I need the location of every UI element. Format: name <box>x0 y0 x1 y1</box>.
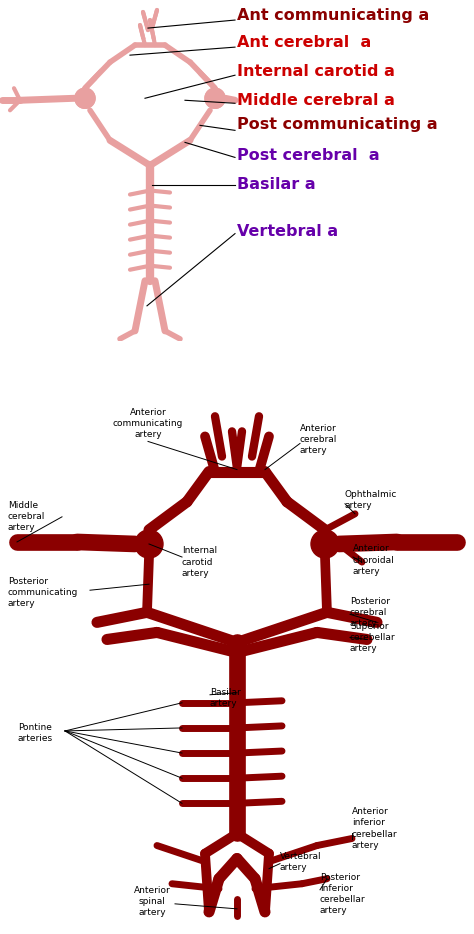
Circle shape <box>205 88 225 108</box>
Text: Superior
cerebellar
artery: Superior cerebellar artery <box>350 622 396 653</box>
Text: Basilar
artery: Basilar artery <box>210 687 241 708</box>
Text: Post communicating a: Post communicating a <box>237 117 438 132</box>
Circle shape <box>75 88 95 108</box>
Text: Posterior
cerebral
artery: Posterior cerebral artery <box>350 597 390 628</box>
Circle shape <box>135 530 163 558</box>
Text: Anterior
cerebral
artery: Anterior cerebral artery <box>300 424 337 455</box>
Text: Anterior
spinal
artery: Anterior spinal artery <box>134 886 170 917</box>
Text: Anterior
inferior
cerebellar
artery: Anterior inferior cerebellar artery <box>352 807 398 850</box>
Text: Anterior
communicating
artery: Anterior communicating artery <box>113 408 183 439</box>
Text: Post cerebral  a: Post cerebral a <box>237 148 380 163</box>
Text: Basilar a: Basilar a <box>237 177 316 191</box>
Text: Posterior
inferior
cerebellar
artery: Posterior inferior cerebellar artery <box>320 872 365 915</box>
Text: Middle
cerebral
artery: Middle cerebral artery <box>8 502 46 532</box>
Text: Vertebral
artery: Vertebral artery <box>280 852 322 871</box>
Text: Ant cerebral  a: Ant cerebral a <box>237 35 371 50</box>
Text: Internal
carotid
artery: Internal carotid artery <box>182 546 217 577</box>
Text: Middle cerebral a: Middle cerebral a <box>237 93 395 108</box>
Circle shape <box>311 530 339 558</box>
Text: Ophthalmic
artery: Ophthalmic artery <box>345 489 397 510</box>
Circle shape <box>205 88 225 108</box>
Text: Vertebral a: Vertebral a <box>237 224 338 239</box>
Text: Internal carotid a: Internal carotid a <box>237 64 395 79</box>
Text: Pontine
arteries: Pontine arteries <box>18 723 53 743</box>
Circle shape <box>75 88 95 108</box>
Text: Posterior
communicating
artery: Posterior communicating artery <box>8 576 78 608</box>
Ellipse shape <box>98 39 198 125</box>
Text: Ant communicating a: Ant communicating a <box>237 7 429 22</box>
Text: Anterior
choroidal
artery: Anterior choroidal artery <box>353 545 395 575</box>
